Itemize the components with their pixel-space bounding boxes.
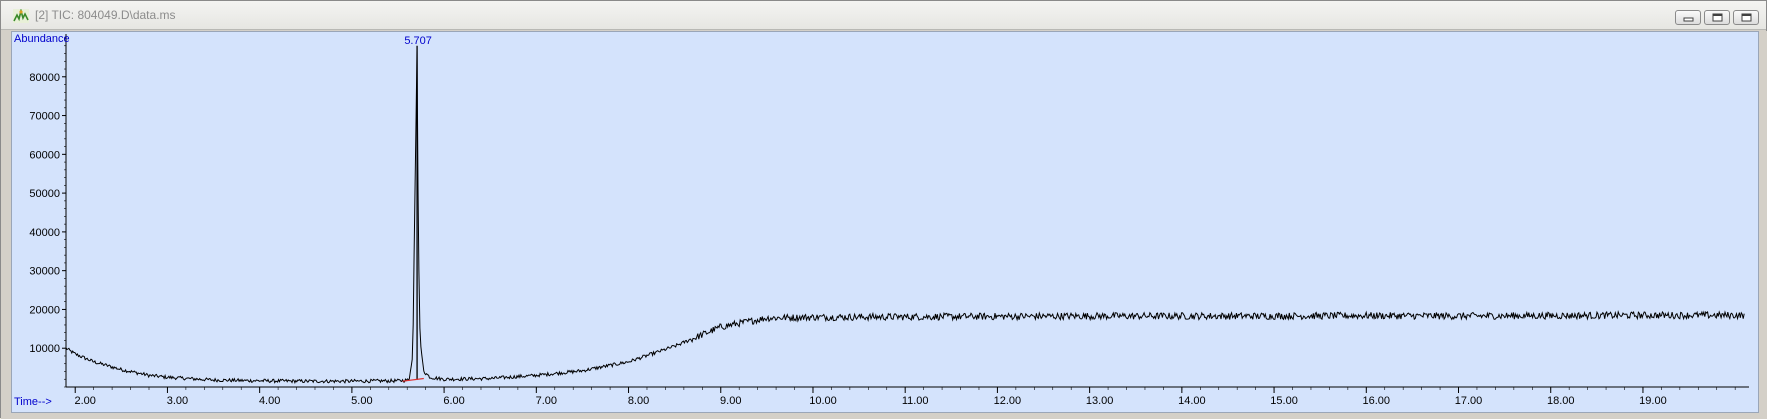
x-tick-label: 10.00 bbox=[809, 395, 837, 407]
x-tick-label: 16.00 bbox=[1363, 395, 1391, 407]
minimize-icon bbox=[1683, 17, 1694, 22]
close-icon bbox=[1741, 13, 1752, 22]
window-edge-right bbox=[1761, 31, 1767, 417]
x-tick-label: 5.00 bbox=[351, 395, 372, 407]
x-tick-label: 7.00 bbox=[536, 395, 557, 407]
restore-icon bbox=[1712, 13, 1723, 22]
x-tick-label: 11.00 bbox=[902, 395, 929, 407]
window-edge-bottom bbox=[1, 413, 1767, 419]
x-tick-label: 9.00 bbox=[720, 395, 741, 407]
title-bar[interactable]: [2] TIC: 804049.D\data.ms bbox=[1, 1, 1766, 30]
y-tick-label: 50000 bbox=[29, 188, 60, 200]
y-tick-label: 80000 bbox=[29, 72, 60, 84]
chromatogram-plot-area[interactable] bbox=[11, 31, 1759, 413]
y-tick-label: 70000 bbox=[29, 111, 60, 123]
x-tick-label: 8.00 bbox=[628, 395, 649, 407]
tic-trace-line bbox=[65, 49, 1745, 385]
x-axis-label: Time--> bbox=[14, 396, 52, 408]
x-tick-label: 2.00 bbox=[75, 395, 96, 407]
window-title: [2] TIC: 804049.D\data.ms bbox=[35, 8, 176, 22]
y-tick-label: 40000 bbox=[29, 227, 60, 239]
peak-retention-time-label: 5.707 bbox=[404, 35, 432, 47]
chromatogram-app-icon bbox=[13, 9, 29, 23]
x-tick-label: 19.00 bbox=[1639, 395, 1667, 407]
y-tick-label: 60000 bbox=[29, 149, 60, 161]
x-tick-label: 4.00 bbox=[259, 395, 280, 407]
x-tick-label: 13.00 bbox=[1086, 395, 1114, 407]
y-tick-label: 30000 bbox=[29, 266, 60, 278]
x-tick-label: 12.00 bbox=[994, 395, 1022, 407]
x-tick-label: 14.00 bbox=[1178, 395, 1206, 407]
x-tick-label: 18.00 bbox=[1547, 395, 1575, 407]
x-tick-label: 3.00 bbox=[167, 395, 188, 407]
x-tick-label: 15.00 bbox=[1270, 395, 1298, 407]
y-axis-label: Abundance bbox=[14, 33, 70, 45]
close-button[interactable] bbox=[1733, 10, 1759, 25]
y-tick-label: 20000 bbox=[29, 304, 60, 316]
restore-button[interactable] bbox=[1704, 10, 1730, 25]
x-tick-label: 17.00 bbox=[1455, 395, 1483, 407]
minimize-button[interactable] bbox=[1675, 10, 1701, 25]
x-tick-label: 6.00 bbox=[443, 395, 464, 407]
integration-baseline-marker bbox=[402, 377, 424, 382]
y-tick-label: 10000 bbox=[29, 343, 60, 355]
